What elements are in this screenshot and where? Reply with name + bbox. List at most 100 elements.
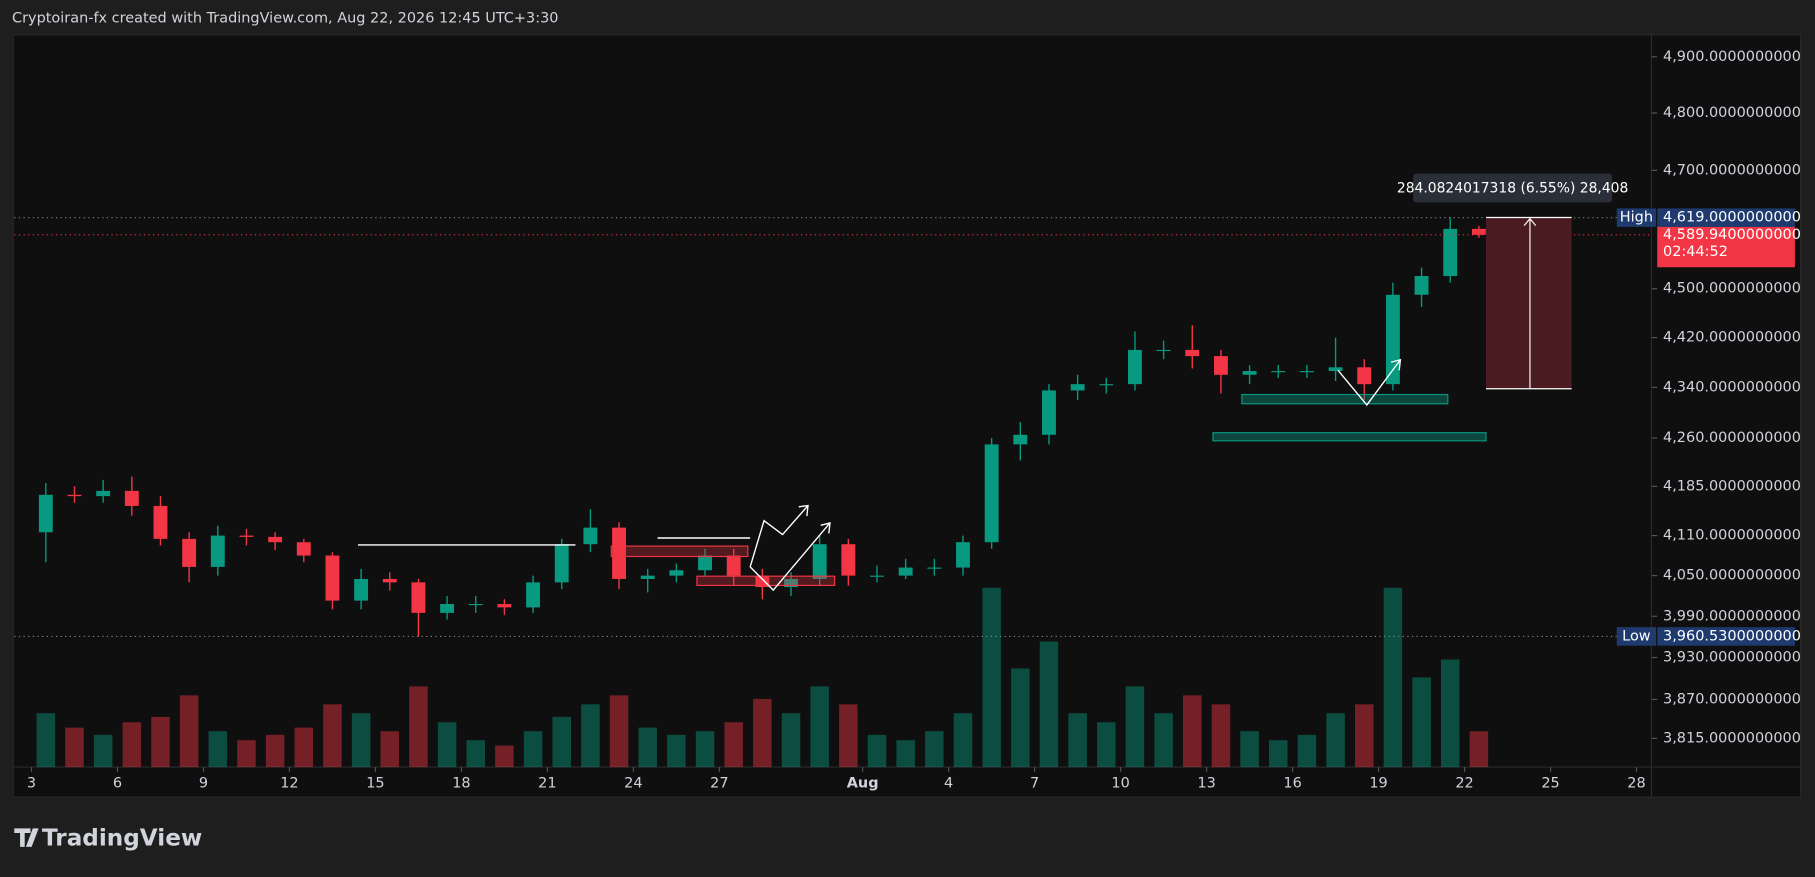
volume-bar [466,740,486,768]
volume-bar [867,734,887,768]
candle-body [382,578,397,583]
volume-bar [1354,704,1374,768]
measure-label: 284.0824017318 (6.55%) 28,408 [1397,181,1628,197]
candle-body [726,555,741,576]
volume-bar [409,686,428,768]
measure-arrow [1523,217,1537,389]
x-tick-label: 6 [113,775,122,791]
x-tick-label: 3 [27,775,36,791]
x-tick-label: Aug [847,775,879,791]
logo-icon [14,828,39,847]
candle-body [38,494,53,533]
x-tick-label: 18 [452,775,470,791]
x-tick-label: 28 [1627,775,1645,791]
candle-body [268,536,283,543]
volume-bar [380,731,400,768]
volume-bar [810,686,829,768]
candle-body [784,578,798,588]
x-tick-label: 19 [1369,775,1387,791]
candle-body [1271,371,1286,373]
volume-bar [552,716,571,768]
logo: TradingView [14,825,202,851]
volume-bar [638,727,657,768]
y-tick-label: 3,870.0000000000 [1663,691,1801,707]
volume-bar [351,713,371,768]
plot-panel [12,34,1802,798]
high-tag: High [1620,210,1653,226]
candle-body [96,490,111,497]
low-tag-box [1616,627,1657,646]
volume-bar [1383,587,1403,768]
y-tick-label: 4,260.0000000000 [1663,430,1801,446]
candle-body [1156,349,1171,352]
drawings: 284.0824017318 (6.55%) 28,408 [357,173,1628,592]
candle-body [1013,434,1028,445]
x-tick-label: 4 [944,775,953,791]
drawing-arrow [749,504,809,568]
x-tick-label: 12 [280,775,298,791]
y-tick-label: 4,900.0000000000 [1663,49,1801,65]
x-tick-label: 21 [538,775,556,791]
candle-body [1099,384,1114,386]
y-tick-label: 4,340.0000000000 [1663,379,1801,395]
low-value-box [1657,627,1795,646]
candle-body [440,604,455,613]
candle-body [956,542,970,568]
candle-body [1357,367,1372,385]
volume-bar [122,722,142,768]
candle-body [526,582,541,608]
volume-bar [1269,740,1288,768]
volume-bar [294,727,314,768]
countdown: 02:44:52 [1663,244,1728,260]
volume-bar [753,698,772,768]
volume-bar [151,716,170,768]
candle-body [497,604,512,608]
candle-body [1414,276,1429,295]
y-tick-label: 3,930.0000000000 [1663,650,1801,666]
candle-body [870,575,884,577]
volume-bar [925,731,944,768]
high-value-box [1657,208,1795,227]
volume-bar [1412,677,1431,768]
zone-rect [1241,393,1449,405]
candle-body [1385,294,1400,385]
candle-body [755,575,770,588]
y-tick-label: 3,990.0000000000 [1663,608,1801,624]
volume-bar [609,695,629,768]
volume-bar [1440,659,1460,768]
candle-body [1328,367,1343,372]
volume-bar [896,740,915,768]
series-layer [14,217,1652,768]
volume-bar [1154,713,1173,768]
x-tick-label: 7 [1030,775,1039,791]
candle-body [927,567,942,569]
candle-body [812,544,827,579]
x-tick-label: 24 [624,775,642,791]
volume-bar [208,731,228,768]
x-tick-label: 27 [710,775,728,791]
candle-body [640,575,655,579]
volume-bar [1039,641,1059,768]
last-price: 4,589.9400000000 [1663,227,1801,243]
last-tag [1657,225,1795,268]
low-value: 3,960.5300000000 [1663,628,1801,644]
y-tick-label: 4,800.0000000000 [1663,105,1801,121]
volume-bar [1183,695,1202,768]
volume-bar [265,734,285,768]
drawing-arrow [749,522,831,592]
candle-body [124,490,139,506]
volume-bar [1068,713,1087,768]
candle-body [210,535,225,567]
x-tick-label: 25 [1541,775,1559,791]
candle-body [153,505,168,539]
candle-body [984,444,999,543]
volume-bar [93,734,113,768]
x-tick-label: 15 [366,775,384,791]
logo-text: TradingView [42,825,202,851]
volume-bar [781,713,801,768]
y-tick-label: 4,185.0000000000 [1663,478,1801,494]
candle-body [898,567,913,576]
candle-body [1443,228,1458,277]
volume-bar [1297,734,1317,768]
